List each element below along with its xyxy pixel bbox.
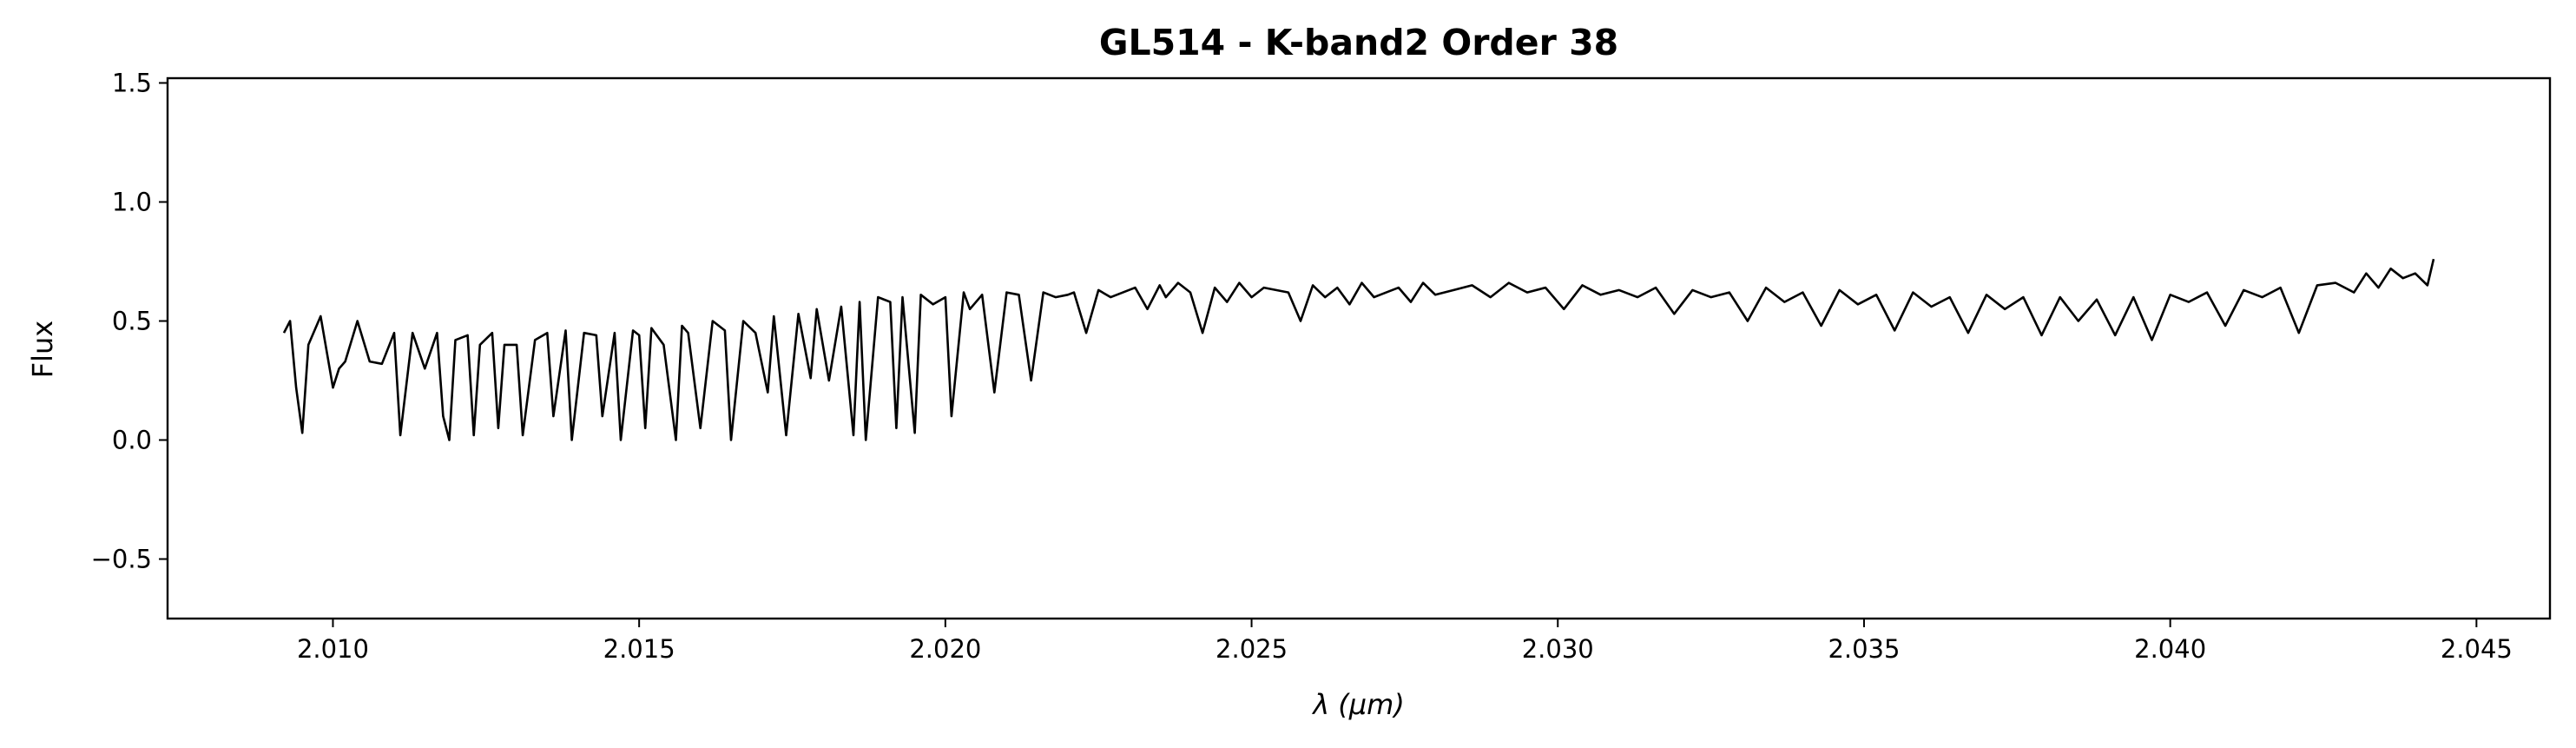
x-tick-label: 2.015 [603,634,675,664]
y-tick-label: −0.5 [91,544,152,573]
y-tick-label: 1.0 [112,187,152,216]
x-tick-label: 2.030 [1522,634,1594,664]
plot-frame [166,76,2552,620]
chart-title: GL514 - K-band2 Order 38 [1099,22,1618,63]
y-tick-label: 0.5 [112,306,152,335]
x-tick-label: 2.010 [297,634,369,664]
x-tick-label: 2.040 [2134,634,2206,664]
y-tick-label: 0.0 [112,425,152,454]
series-line-0 [282,258,2435,441]
y-tick-label: 1.5 [112,68,152,97]
x-axis-label: λ (μm) [1311,688,1405,721]
y-axis-label: Flux [26,321,59,379]
x-tick-label: 2.045 [2441,634,2513,664]
x-axis: 2.010 2.015 2.020 2.025 2.030 2.035 2.040 2.045 [297,619,2513,664]
x-tick-label: 2.020 [909,634,981,664]
x-tick-label: 2.025 [1216,634,1288,664]
spectrum-series [282,258,2435,441]
x-tick-label: 2.035 [1828,634,1900,664]
y-axis: −0.5 0.0 0.5 1.0 1.5 [91,68,168,573]
